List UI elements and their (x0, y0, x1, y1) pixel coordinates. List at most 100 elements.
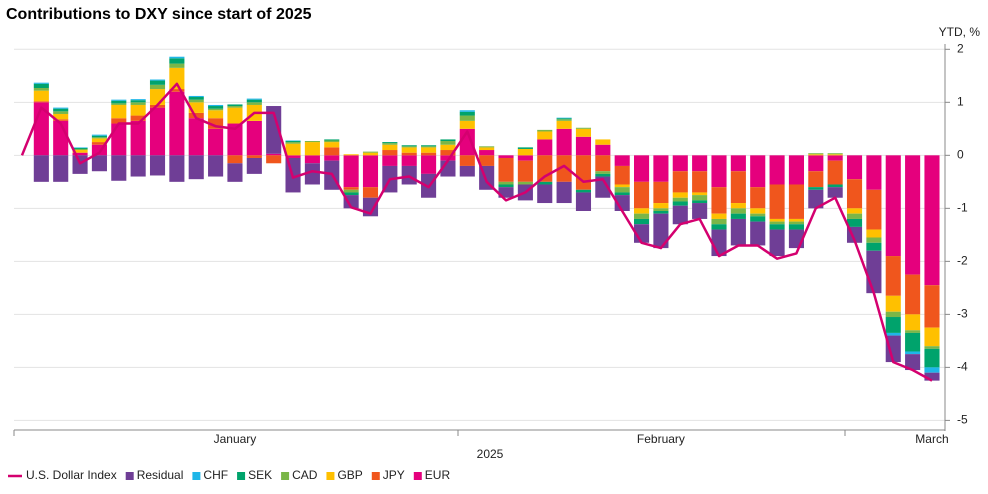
bar-segment (575, 127, 592, 129)
bar-segment (188, 112, 204, 119)
bar-segment (169, 67, 185, 90)
bar-segment (266, 153, 282, 156)
bar-segment (33, 90, 49, 102)
bar-segment (614, 184, 630, 188)
bar-segment (72, 150, 88, 153)
bar-segment (905, 354, 921, 371)
bar-segment (33, 88, 49, 91)
bar-segment (53, 113, 69, 120)
bar-segment (730, 218, 746, 246)
bar-segment (885, 317, 901, 333)
bar-segment (401, 152, 417, 156)
bar-segment (556, 119, 572, 121)
bar-segment (905, 274, 921, 315)
bar-segment (208, 155, 224, 177)
bar-segment (866, 229, 882, 238)
bar-segment (653, 208, 669, 211)
legend-swatch (326, 472, 335, 480)
bar-segment (53, 108, 69, 112)
bar-segment (324, 140, 340, 143)
bar-segment (653, 181, 669, 204)
bar-segment (169, 63, 185, 68)
bar-segment (382, 142, 398, 144)
bar-segment (91, 144, 107, 156)
legend-swatch (413, 472, 422, 480)
bar-segment (672, 205, 688, 225)
bar-segment (421, 152, 437, 156)
legend-label: GBP (337, 468, 362, 482)
bar-segment (343, 192, 359, 196)
bar-segment (188, 97, 204, 100)
bar-segment (866, 189, 882, 230)
bar-segment (91, 137, 107, 139)
bar-segment (304, 163, 320, 185)
legend-item: CHF (192, 468, 228, 482)
line-series (20, 82, 933, 382)
bar-segment (149, 84, 166, 90)
bar-segment (188, 95, 204, 98)
bar-segment (808, 153, 824, 155)
bar-segment (788, 155, 804, 185)
bar-segment (692, 195, 708, 201)
bar-segment (227, 123, 243, 156)
bar-segment (53, 107, 69, 109)
bar-segment (634, 181, 650, 209)
bar-segment (324, 139, 340, 141)
bar-segment (227, 106, 243, 108)
bar-segment (924, 327, 940, 347)
bar-segment (517, 160, 533, 182)
bar-segment (827, 154, 843, 156)
bar-segment (246, 98, 262, 100)
bar-segment (653, 155, 669, 182)
bar-segment (91, 142, 107, 145)
bar-segment (498, 157, 514, 182)
bar-segment (808, 189, 824, 209)
bar-segment (905, 314, 921, 331)
bar-segment (730, 213, 746, 219)
bar-segment (362, 187, 379, 198)
bar-segment (692, 171, 708, 193)
bar-segment (130, 120, 146, 156)
bar-segment (711, 187, 727, 214)
bar-segment (575, 155, 592, 190)
bar-segment (634, 213, 650, 219)
y-tick-label: -5 (957, 413, 968, 427)
bar-segment (711, 155, 727, 188)
bar-segment (672, 171, 688, 193)
y-tick-label: -4 (957, 360, 968, 374)
bar-segment (537, 184, 553, 204)
bar-segment (130, 102, 146, 105)
bar-segment (517, 155, 533, 161)
bar-segment (459, 111, 475, 116)
x-axis-label: 2025 (477, 447, 504, 461)
bar-segment (730, 171, 746, 204)
bar-segment (498, 155, 514, 158)
bar-segment (924, 367, 940, 373)
bar-segment (924, 348, 940, 368)
bar-segment (672, 155, 688, 172)
bar-segment (614, 165, 630, 185)
bar-segment (595, 144, 611, 156)
bar-segment (188, 118, 204, 156)
y-tick-label: 1 (957, 94, 964, 108)
bar-segment (866, 155, 882, 190)
bar-segment (111, 104, 127, 119)
bar-segment (188, 102, 204, 113)
x-tick-label: March (915, 432, 948, 446)
bar-segment (827, 153, 843, 155)
bar-segment (498, 181, 514, 185)
bar-segment (653, 203, 669, 209)
bar-segment (459, 120, 475, 129)
bar-segment (343, 189, 359, 193)
bar-segment (169, 91, 185, 156)
bar-segment (827, 184, 843, 188)
bar-segment (595, 176, 611, 198)
bar-segment (130, 104, 146, 116)
bar-segment (111, 118, 127, 124)
y-tick-label: -2 (957, 254, 968, 268)
bar-segment (750, 216, 766, 222)
bar-segment (246, 157, 262, 174)
bar-segment (556, 118, 572, 120)
bar-segment (421, 147, 437, 153)
x-tick-label: January (214, 432, 257, 446)
